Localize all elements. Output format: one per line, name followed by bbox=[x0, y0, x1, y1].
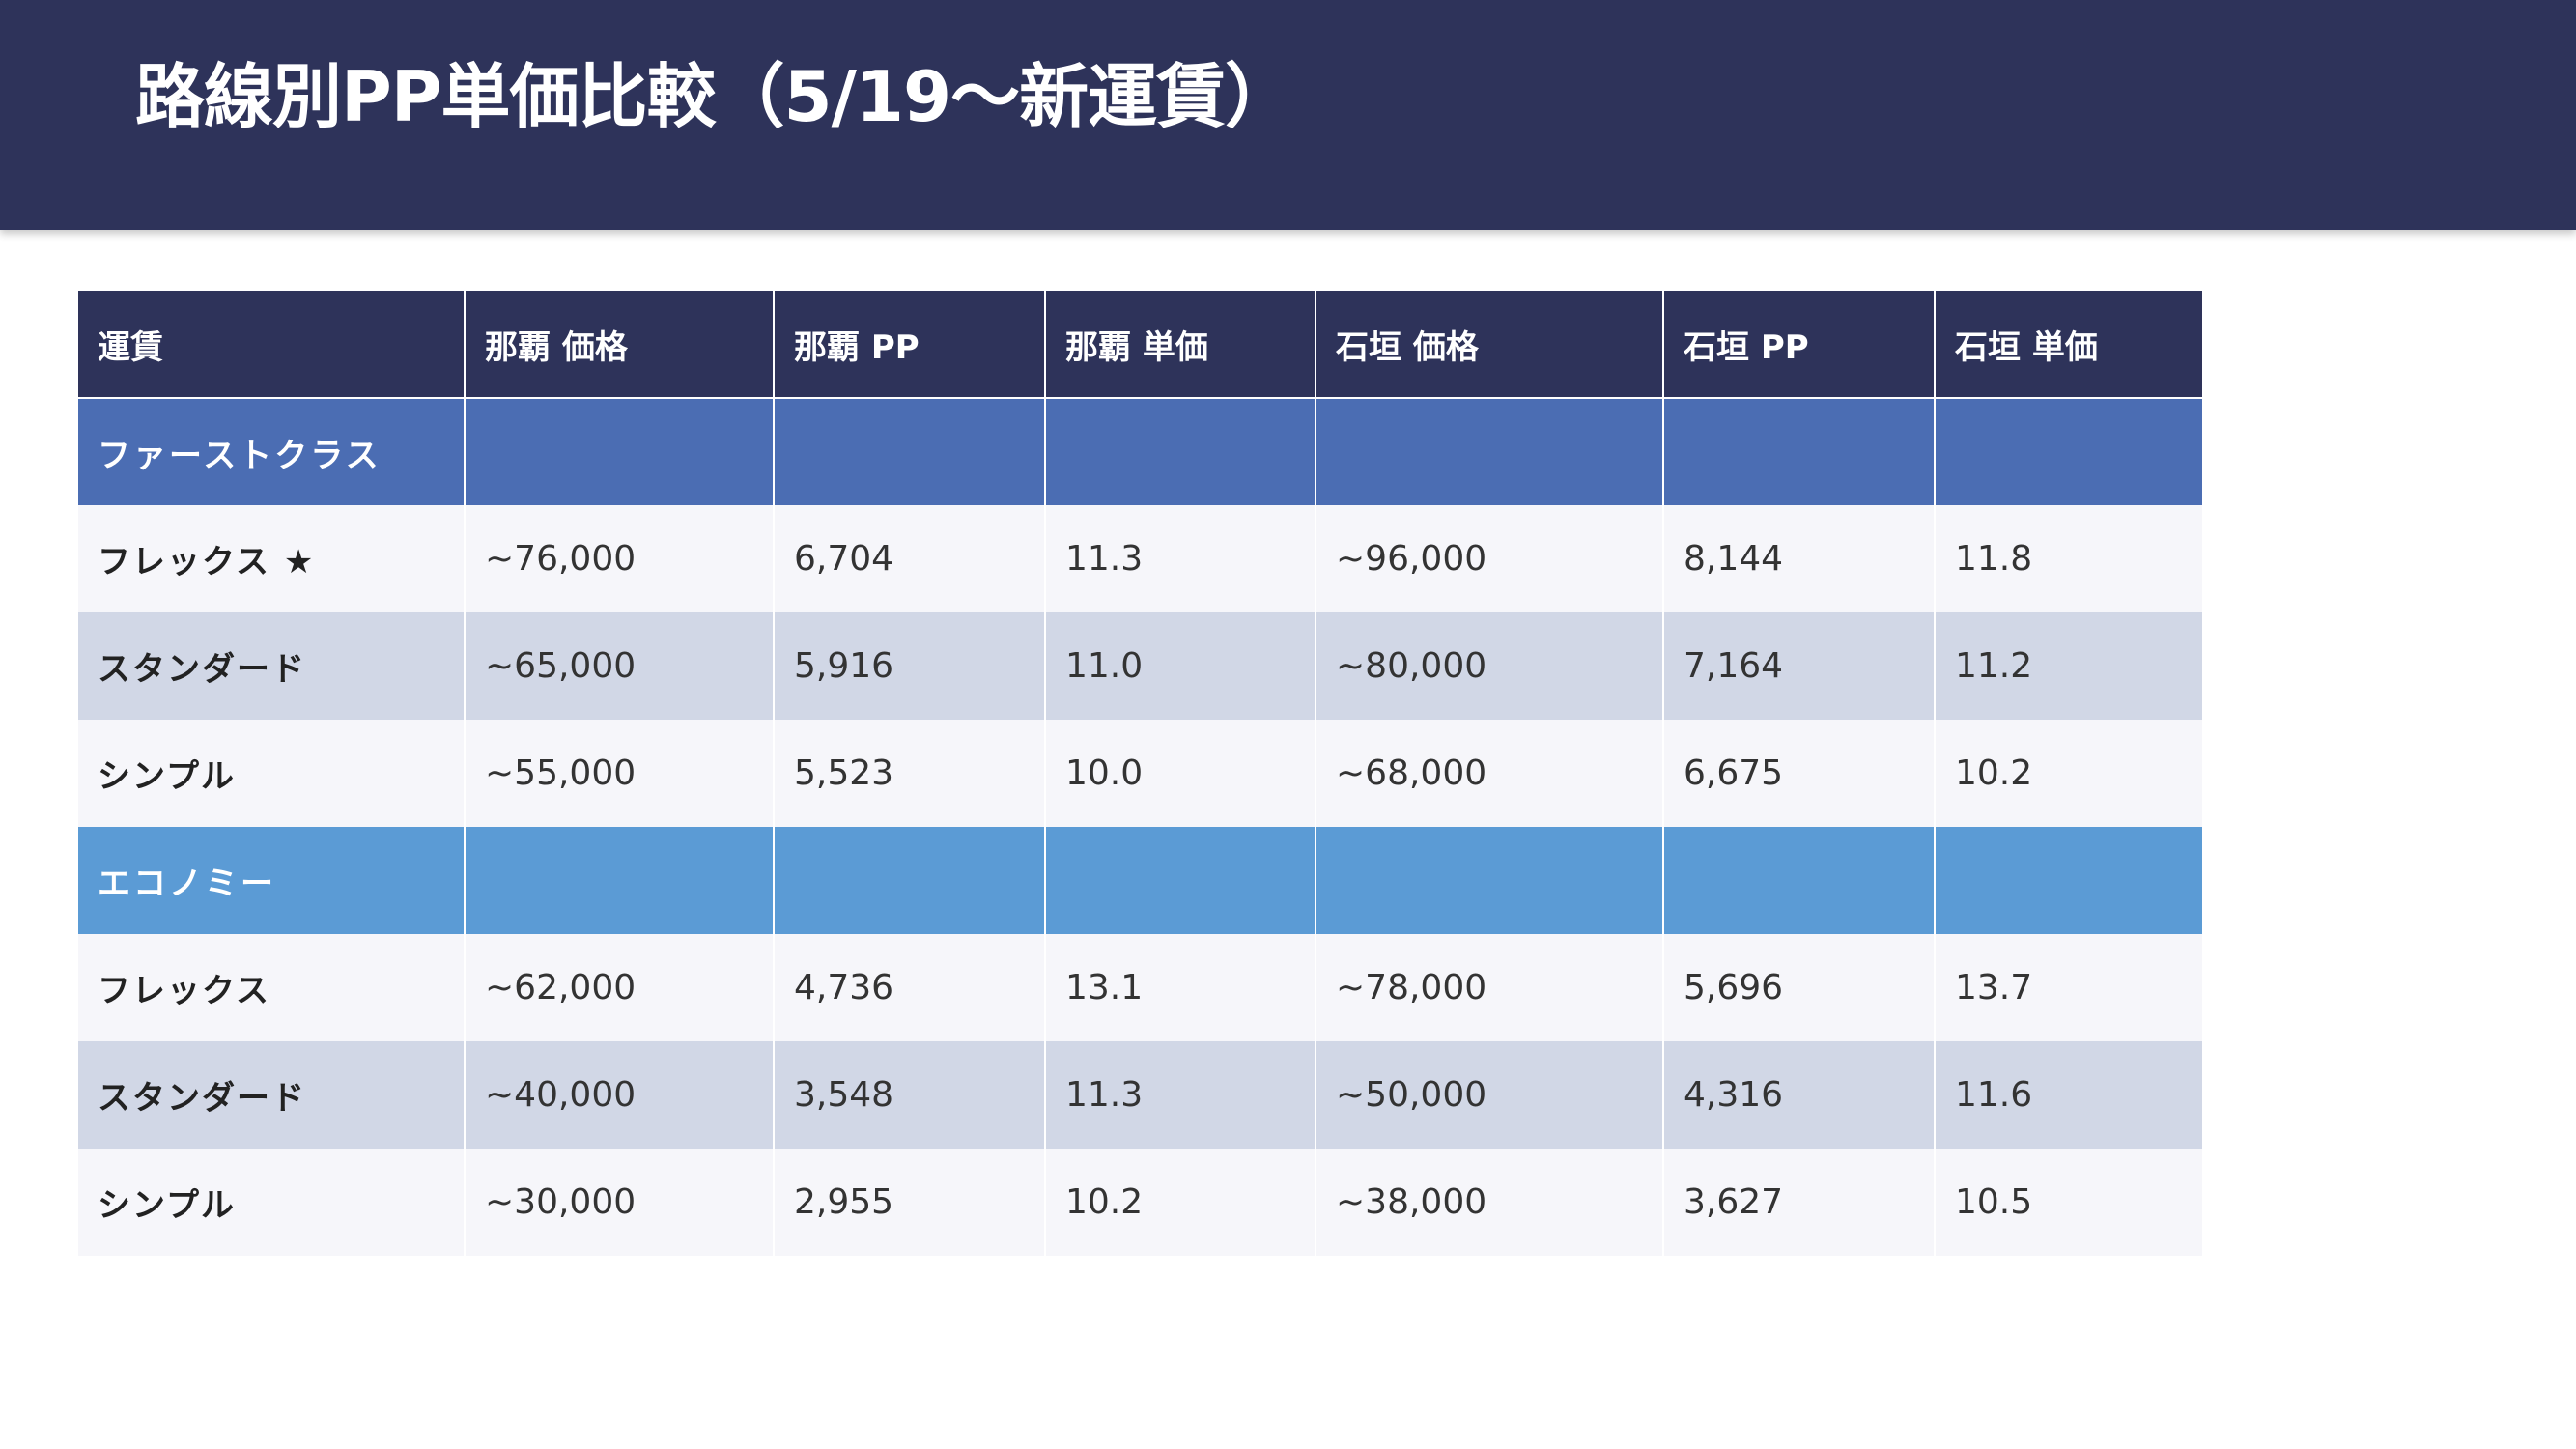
ishigaki-pp-cell: 3,627 bbox=[1663, 1149, 1936, 1256]
section-cell bbox=[1663, 398, 1936, 505]
section-cell bbox=[1045, 398, 1316, 505]
naha-price-cell: ~30,000 bbox=[465, 1149, 775, 1256]
ishigaki-unit-cell: 10.5 bbox=[1935, 1149, 2202, 1256]
ishigaki-unit-cell: 11.8 bbox=[1935, 505, 2202, 612]
naha-pp-cell: 4,736 bbox=[774, 934, 1046, 1041]
naha-unit-cell: 10.2 bbox=[1045, 1149, 1316, 1256]
column-header-naha-pp: 那覇 PP bbox=[774, 291, 1046, 399]
fare-name-cell: シンプル bbox=[78, 720, 466, 827]
fare-name-cell: スタンダード bbox=[78, 1041, 466, 1149]
table-header-row: 運賃 那覇 価格 那覇 PP 那覇 単価 石垣 価格 石垣 PP 石垣 単価 bbox=[78, 291, 2202, 399]
fare-name-cell: フレックス bbox=[78, 934, 466, 1041]
ishigaki-unit-cell: 10.2 bbox=[1935, 720, 2202, 827]
naha-pp-cell: 3,548 bbox=[774, 1041, 1046, 1149]
section-cell bbox=[1316, 398, 1664, 505]
naha-pp-cell: 5,523 bbox=[774, 720, 1046, 827]
naha-price-cell: ~65,000 bbox=[465, 612, 775, 720]
fare-name-cell: シンプル bbox=[78, 1149, 466, 1256]
column-header-ishigaki-unit: 石垣 単価 bbox=[1935, 291, 2202, 399]
naha-unit-cell: 11.0 bbox=[1045, 612, 1316, 720]
naha-unit-cell: 10.0 bbox=[1045, 720, 1316, 827]
column-header-fare: 運賃 bbox=[78, 291, 466, 399]
section-cell bbox=[1663, 827, 1936, 934]
section-row-first-class: ファーストクラス bbox=[78, 398, 2202, 505]
ishigaki-price-cell: ~38,000 bbox=[1316, 1149, 1664, 1256]
naha-pp-cell: 5,916 bbox=[774, 612, 1046, 720]
naha-unit-cell: 11.3 bbox=[1045, 1041, 1316, 1149]
section-label: ファーストクラス bbox=[78, 398, 466, 505]
naha-unit-cell: 11.3 bbox=[1045, 505, 1316, 612]
naha-price-cell: ~76,000 bbox=[465, 505, 775, 612]
pp-unit-price-table: 運賃 那覇 価格 那覇 PP 那覇 単価 石垣 価格 石垣 PP 石垣 単価 フ… bbox=[78, 291, 2202, 1256]
ishigaki-pp-cell: 5,696 bbox=[1663, 934, 1936, 1041]
table-row: シンプル ~55,000 5,523 10.0 ~68,000 6,675 10… bbox=[78, 720, 2202, 827]
section-cell bbox=[1935, 398, 2202, 505]
table-row: フレックス ~62,000 4,736 13.1 ~78,000 5,696 1… bbox=[78, 934, 2202, 1041]
ishigaki-unit-cell: 13.7 bbox=[1935, 934, 2202, 1041]
column-header-naha-price: 那覇 価格 bbox=[465, 291, 775, 399]
section-cell bbox=[1045, 827, 1316, 934]
section-cell bbox=[1935, 827, 2202, 934]
naha-unit-cell: 13.1 bbox=[1045, 934, 1316, 1041]
ishigaki-pp-cell: 4,316 bbox=[1663, 1041, 1936, 1149]
table-row: スタンダード ~40,000 3,548 11.3 ~50,000 4,316 … bbox=[78, 1041, 2202, 1149]
ishigaki-price-cell: ~68,000 bbox=[1316, 720, 1664, 827]
naha-price-cell: ~55,000 bbox=[465, 720, 775, 827]
table-row: フレックス ★ ~76,000 6,704 11.3 ~96,000 8,144… bbox=[78, 505, 2202, 612]
section-row-economy: エコノミー bbox=[78, 827, 2202, 934]
section-cell bbox=[465, 827, 775, 934]
ishigaki-price-cell: ~50,000 bbox=[1316, 1041, 1664, 1149]
header-bar: 路線別PP単価比較（5/19〜新運賃） bbox=[0, 0, 2576, 230]
ishigaki-pp-cell: 7,164 bbox=[1663, 612, 1936, 720]
section-label: エコノミー bbox=[78, 827, 466, 934]
naha-pp-cell: 6,704 bbox=[774, 505, 1046, 612]
section-cell bbox=[774, 398, 1046, 505]
naha-pp-cell: 2,955 bbox=[774, 1149, 1046, 1256]
ishigaki-unit-cell: 11.6 bbox=[1935, 1041, 2202, 1149]
ishigaki-price-cell: ~78,000 bbox=[1316, 934, 1664, 1041]
fare-name-cell: フレックス ★ bbox=[78, 505, 466, 612]
naha-price-cell: ~62,000 bbox=[465, 934, 775, 1041]
section-cell bbox=[465, 398, 775, 505]
table-row: スタンダード ~65,000 5,916 11.0 ~80,000 7,164 … bbox=[78, 612, 2202, 720]
fare-name-cell: スタンダード bbox=[78, 612, 466, 720]
section-cell bbox=[1316, 827, 1664, 934]
table-row: シンプル ~30,000 2,955 10.2 ~38,000 3,627 10… bbox=[78, 1149, 2202, 1256]
ishigaki-price-cell: ~80,000 bbox=[1316, 612, 1664, 720]
column-header-ishigaki-pp: 石垣 PP bbox=[1663, 291, 1936, 399]
ishigaki-unit-cell: 11.2 bbox=[1935, 612, 2202, 720]
ishigaki-price-cell: ~96,000 bbox=[1316, 505, 1664, 612]
naha-price-cell: ~40,000 bbox=[465, 1041, 775, 1149]
ishigaki-pp-cell: 6,675 bbox=[1663, 720, 1936, 827]
page-title: 路線別PP単価比較（5/19〜新運賃） bbox=[135, 56, 1294, 137]
column-header-naha-unit: 那覇 単価 bbox=[1045, 291, 1316, 399]
section-cell bbox=[774, 827, 1046, 934]
ishigaki-pp-cell: 8,144 bbox=[1663, 505, 1936, 612]
column-header-ishigaki-price: 石垣 価格 bbox=[1316, 291, 1664, 399]
